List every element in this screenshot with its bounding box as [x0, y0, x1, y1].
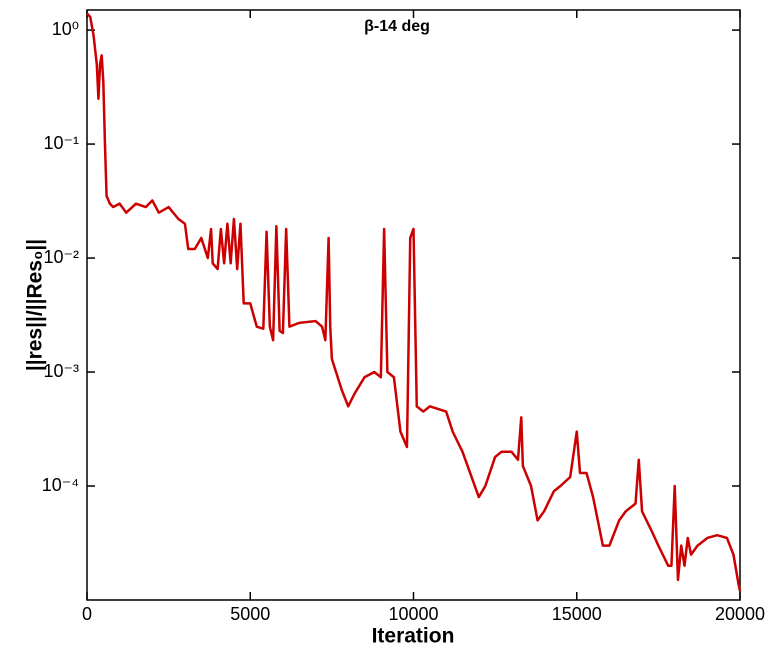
residual-line [86, 12, 742, 592]
chart-title: β-14 deg [364, 18, 430, 35]
y-tick-label: 10⁰ [52, 19, 79, 39]
x-axis-label: Iteration [372, 625, 455, 648]
y-tick-label: 10⁻⁴ [42, 475, 79, 495]
y-tick-label: 10⁻³ [43, 361, 79, 381]
x-tick-label: 5000 [230, 604, 270, 624]
y-tick-label: 10⁻¹ [43, 133, 79, 153]
y-axis-label: ||res||/||Res₀|| [24, 239, 47, 371]
y-tick-label: 10⁻² [43, 247, 79, 267]
x-tick-label: 0 [82, 604, 92, 624]
x-tick-label: 15000 [552, 604, 602, 624]
x-tick-label: 20000 [715, 604, 765, 624]
x-tick-label: 10000 [388, 604, 438, 624]
